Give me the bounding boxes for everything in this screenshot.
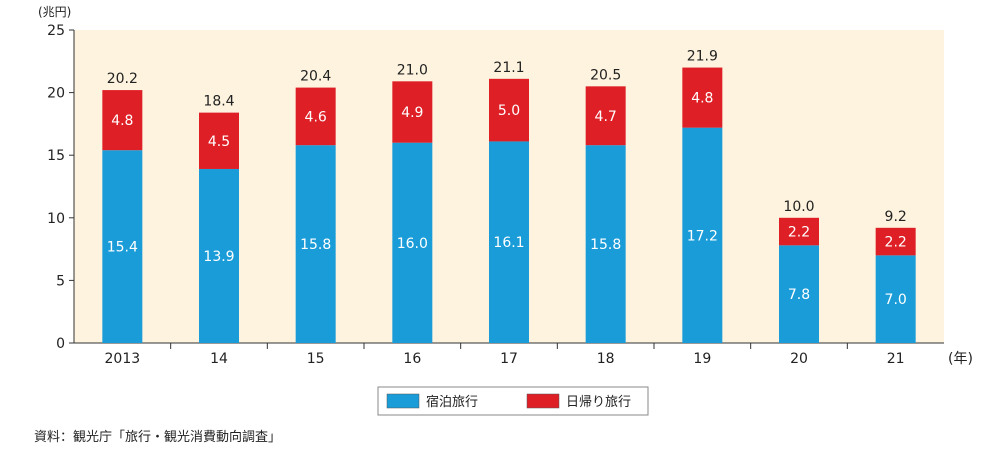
x-tick-label: 20: [790, 351, 808, 367]
data-label-higaeri: 4.6: [305, 109, 327, 125]
bar-shukuhaku: [392, 142, 433, 343]
x-tick-label: 21: [887, 351, 905, 367]
data-label-total: 21.0: [397, 62, 428, 78]
data-label-shukuhaku: 7.8: [788, 287, 810, 303]
bar-higaeri: [779, 217, 819, 246]
y-tick-label: 20: [47, 86, 65, 102]
bar-shukuhaku: [682, 127, 723, 343]
data-label-total: 20.5: [590, 67, 621, 83]
bar-shukuhaku: [585, 145, 626, 343]
x-tick-label: 19: [693, 351, 711, 367]
data-label-shukuhaku: 13.9: [203, 249, 234, 265]
data-label-shukuhaku: 15.4: [107, 240, 138, 256]
bar-shukuhaku: [489, 141, 529, 343]
data-label-total: 10.0: [783, 199, 814, 215]
data-label-higaeri: 5.0: [498, 103, 520, 119]
y-tick-label: 25: [47, 23, 65, 39]
bar-higaeri: [199, 112, 239, 169]
bar-shukuhaku: [875, 255, 916, 343]
data-label-shukuhaku: 17.2: [687, 228, 718, 244]
bar-shukuhaku: [102, 150, 143, 343]
data-label-higaeri: 4.9: [401, 105, 423, 121]
bar-higaeri: [392, 81, 433, 143]
bar-higaeri: [102, 90, 143, 151]
bar-shukuhaku: [779, 245, 819, 343]
y-tick-label: 5: [56, 273, 65, 289]
data-label-total: 21.1: [493, 60, 524, 76]
x-axis-unit: (年): [948, 351, 973, 367]
bar-higaeri: [682, 67, 723, 128]
y-tick-label: 15: [47, 148, 65, 164]
y-tick-label: 0: [56, 336, 65, 352]
data-label-shukuhaku: 16.0: [397, 236, 428, 252]
source-note: 資料：観光庁「旅行・観光消費動向調査」: [34, 430, 282, 445]
bar-higaeri: [875, 227, 916, 256]
bar-shukuhaku: [199, 168, 239, 343]
data-label-shukuhaku: 15.8: [300, 237, 331, 253]
data-label-shukuhaku: 7.0: [885, 292, 907, 308]
y-axis-unit: (兆円): [38, 5, 71, 19]
data-label-higaeri: 4.5: [208, 134, 230, 150]
data-label-total: 20.2: [107, 71, 138, 87]
bar-shukuhaku: [295, 145, 336, 343]
legend-box: [377, 386, 649, 416]
y-axis: 0 5 10 15 20 25: [47, 23, 75, 352]
legend: 宿泊旅行 日帰り旅行: [377, 386, 649, 416]
x-tick-label: 2013: [105, 351, 141, 367]
data-label-shukuhaku: 16.1: [493, 235, 524, 251]
x-tick-label: 16: [403, 351, 421, 367]
x-tick-label: 17: [500, 351, 518, 367]
data-label-total: 9.2: [885, 209, 907, 225]
data-label-total: 20.4: [300, 69, 331, 85]
bar-higaeri: [295, 87, 336, 146]
x-axis: 2013 14 15 16 17 18 19 20 21: [74, 342, 944, 367]
data-label-higaeri: 4.8: [111, 113, 133, 129]
x-tick-label: 18: [597, 351, 615, 367]
legend-label-shukuhaku: 宿泊旅行: [426, 394, 478, 410]
data-label-shukuhaku: 15.8: [590, 237, 621, 253]
bars: 15.4 4.8 20.2 13.9 4.5 18.4 15.8 4.6 20.4 16.0 4.9…: [102, 49, 916, 343]
legend-swatch-higaeri: [526, 393, 560, 409]
legend-swatch-shukuhaku: [386, 393, 420, 409]
y-tick-label: 10: [47, 211, 65, 227]
bar-higaeri: [489, 78, 529, 142]
x-tick-label: 15: [307, 351, 325, 367]
data-label-higaeri: 4.7: [595, 109, 617, 125]
data-label-total: 21.9: [687, 49, 718, 65]
data-label-higaeri: 4.8: [691, 91, 713, 107]
x-tick-label: 14: [210, 351, 228, 367]
data-label-total: 18.4: [203, 94, 234, 110]
bar-higaeri: [585, 86, 626, 146]
data-label-higaeri: 2.2: [788, 225, 810, 241]
data-label-higaeri: 2.2: [885, 235, 907, 251]
legend-label-higaeri: 日帰り旅行: [566, 394, 631, 410]
